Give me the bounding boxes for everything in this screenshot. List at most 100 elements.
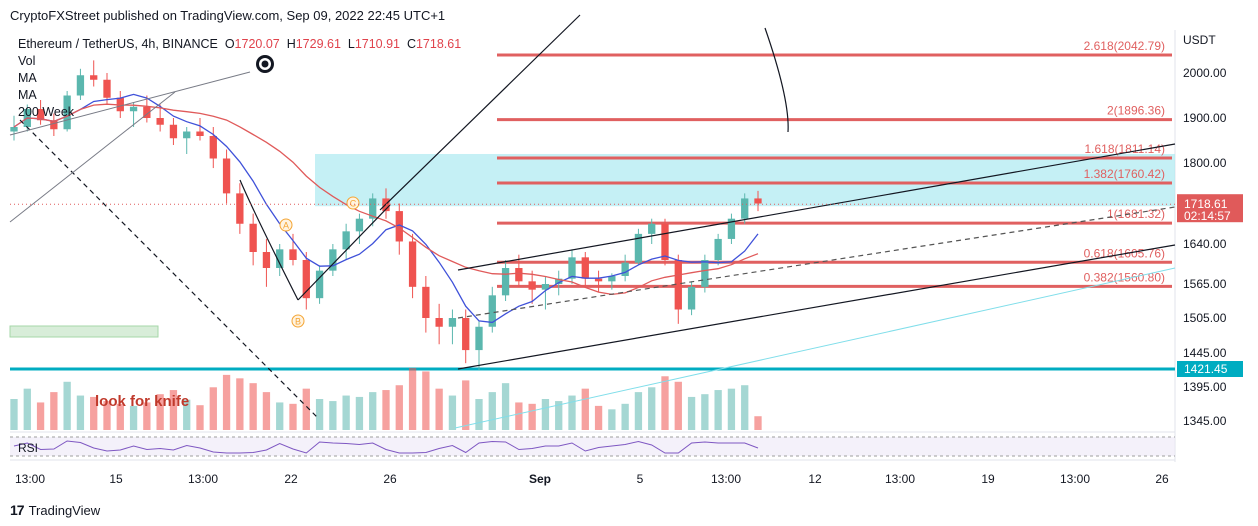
indicator-vol[interactable]: Vol (18, 54, 36, 68)
knife-arrow-line (19, 119, 319, 419)
candle-body-12 (169, 124, 178, 139)
volume-bar-37 (501, 383, 510, 430)
volume-bar-53 (714, 390, 722, 430)
volume-bar-45 (608, 409, 616, 430)
volume-bar-27 (369, 392, 377, 430)
candle-body-27 (369, 198, 377, 219)
volume-bar-44 (594, 405, 603, 430)
volume-bar-12 (169, 390, 178, 430)
candle-body-3 (50, 120, 58, 130)
candle-body-51 (687, 286, 696, 310)
price-tick-1: 1900.00 (1183, 111, 1227, 125)
price-tick-5: 1505.00 (1183, 311, 1227, 325)
candle-body-23 (315, 270, 324, 299)
price-tick-8: 1345.00 (1183, 414, 1227, 428)
volume-bar-36 (488, 392, 496, 430)
volume-bar-30 (408, 368, 417, 430)
low-value: 1710.91 (354, 37, 400, 51)
wave-label-circle-A (279, 218, 293, 232)
candle-body-39 (528, 281, 536, 290)
price-tick-0: 2000.00 (1183, 66, 1227, 80)
volume-bar-48 (648, 387, 656, 430)
volume-bar-32 (435, 388, 443, 430)
indicator-ma-2[interactable]: MA (18, 88, 37, 102)
brand-label: TradingView (28, 502, 101, 518)
candle-body-20 (276, 249, 284, 268)
wave-label-B: B (295, 317, 301, 327)
volume-bar-31 (422, 371, 430, 430)
volume-bar-19 (262, 392, 271, 430)
candle-body-11 (156, 118, 164, 125)
volume-bar-8 (116, 403, 124, 430)
price-tick-2: 1800.00 (1183, 156, 1227, 170)
candle-body-46 (621, 262, 629, 276)
fib-label-0.382: 0.382(1560.80) (1084, 270, 1165, 284)
candle-body-33 (448, 318, 457, 327)
indicator-200-week[interactable]: 200 Week (18, 105, 75, 119)
candle-body-41 (555, 278, 563, 284)
volume-bar-14 (196, 405, 204, 430)
last-price-label: 1718.61 (1184, 197, 1228, 211)
channel-mid-line (457, 206, 1176, 319)
candle-body-54 (727, 218, 736, 239)
candle-body-37 (501, 268, 510, 296)
volume-bar-34 (462, 380, 470, 430)
tradingview-logo-icon: 17 (10, 502, 25, 518)
volume-bar-0 (10, 399, 18, 430)
volume-bar-20 (276, 402, 284, 430)
time-tick-4: 26 (383, 472, 397, 486)
candle-body-38 (515, 268, 523, 282)
tradingview-brand[interactable]: 17 TradingView (10, 502, 100, 518)
symbol-label: Ethereum / TetherUS, 4h, BINANCE (18, 37, 218, 51)
candle-body-18 (249, 223, 257, 252)
indicator-ma-1[interactable]: MA (18, 71, 37, 85)
chart-legend: Ethereum / TetherUS, 4h, BINANCE O1720.0… (18, 36, 461, 121)
candle-body-56 (754, 198, 762, 204)
close-label: C (406, 37, 416, 51)
gray-fan-line-1 (9, 71, 251, 136)
volume-bar-41 (555, 401, 563, 430)
volume-bar-15 (209, 387, 217, 430)
fib-label-1.618: 1.618(1811.14) (1084, 142, 1165, 156)
candle-body-55 (741, 198, 749, 219)
candle-body-4 (63, 95, 71, 130)
candle-body-14 (196, 131, 204, 136)
candle-body-42 (568, 257, 576, 279)
volume-bar-38 (515, 402, 523, 430)
wave-label-C: C (350, 199, 357, 209)
wave-label-circle-B (291, 314, 305, 328)
candle-body-49 (661, 223, 669, 260)
candle-body-50 (674, 260, 682, 310)
time-tick-2: 13:00 (188, 472, 218, 486)
volume-bar-25 (342, 395, 350, 430)
candle-body-34 (462, 318, 470, 351)
price-axis-currency: USDT (1183, 33, 1216, 47)
fib-label-1: 1(1681.32) (1107, 207, 1165, 221)
low-label: L (347, 37, 355, 51)
fib-label-2: 2(1896.36) (1107, 104, 1165, 118)
price-tick-4: 1565.00 (1183, 277, 1227, 291)
volume-bar-2 (36, 402, 45, 430)
candle-body-17 (236, 193, 244, 224)
volume-bar-3 (50, 392, 58, 430)
volume-bar-17 (236, 378, 244, 430)
volume-bar-18 (249, 383, 257, 430)
candle-body-52 (701, 260, 709, 287)
volume-bar-1 (23, 388, 31, 430)
volume-bar-22 (302, 388, 310, 430)
rsi-line (13, 440, 759, 454)
high-value: 1729.61 (295, 37, 341, 51)
volume-bar-54 (727, 388, 736, 430)
candle-body-30 (408, 241, 417, 287)
volume-bar-13 (183, 399, 191, 430)
wave-a-curve (239, 179, 299, 301)
publisher-line: CryptoFXStreet published on TradingView.… (10, 8, 446, 23)
open-value: 1720.07 (234, 37, 280, 51)
volume-bar-9 (129, 405, 138, 430)
symbol-row[interactable]: Ethereum / TetherUS, 4h, BINANCE O1720.0… (18, 36, 461, 53)
time-tick-8: 12 (808, 472, 822, 486)
volume-bar-23 (315, 399, 324, 430)
candle-body-24 (329, 249, 337, 271)
time-tick-1: 15 (109, 472, 123, 486)
